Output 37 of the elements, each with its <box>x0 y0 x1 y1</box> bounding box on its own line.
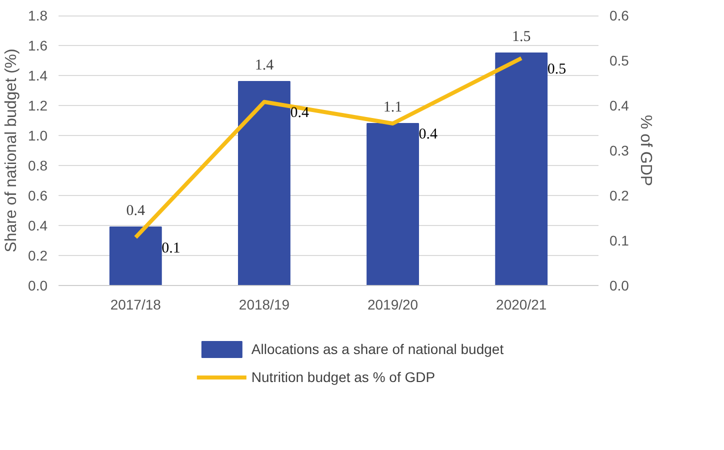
data-label: 0.1 <box>162 240 180 256</box>
bar <box>366 123 419 286</box>
x-tick-label: 2019/20 <box>367 296 418 312</box>
bar <box>238 81 290 286</box>
text: 0.5 <box>610 52 629 68</box>
data-label: 0.4 <box>126 203 146 219</box>
bar <box>495 52 548 286</box>
data-label: 1.4 <box>254 58 274 74</box>
text: 0.6 <box>610 8 629 24</box>
text: 0.4 <box>28 218 48 234</box>
text: 1.0 <box>28 128 48 144</box>
data-label: 0.4 <box>290 104 310 121</box>
x-tick-label: 2018/19 <box>238 296 290 312</box>
x-tick-label: 2017/18 <box>110 296 162 312</box>
text: 0.2 <box>610 188 629 204</box>
legend-label: Nutrition budget as % of GDP <box>251 368 436 384</box>
data-label: 1.1 <box>383 100 402 116</box>
text: 1.4 <box>28 68 48 84</box>
data-label: 1.5 <box>512 29 531 45</box>
data-label: 0.4 <box>418 126 438 142</box>
x-tick-label: 2020/21 <box>496 296 547 312</box>
text: 1.6 <box>28 38 48 54</box>
text: 0.1 <box>610 232 629 248</box>
y-axis-title: Share of national budget (%) <box>3 48 20 252</box>
text: 0.8 <box>28 158 48 174</box>
text: 0.0 <box>610 278 629 294</box>
legend-label: Allocations as a share of national budget <box>251 340 504 356</box>
text: 1.8 <box>28 8 48 24</box>
text: 0.2 <box>28 248 48 264</box>
data-label: 0.5 <box>547 61 566 78</box>
text: 1.2 <box>28 98 48 114</box>
text: 0.3 <box>610 142 629 158</box>
text: 0.6 <box>28 188 48 204</box>
text: 0.0 <box>28 278 48 294</box>
y2-axis-title: % of GDP <box>636 114 654 186</box>
text: 0.4 <box>610 98 629 114</box>
bar <box>109 226 162 286</box>
